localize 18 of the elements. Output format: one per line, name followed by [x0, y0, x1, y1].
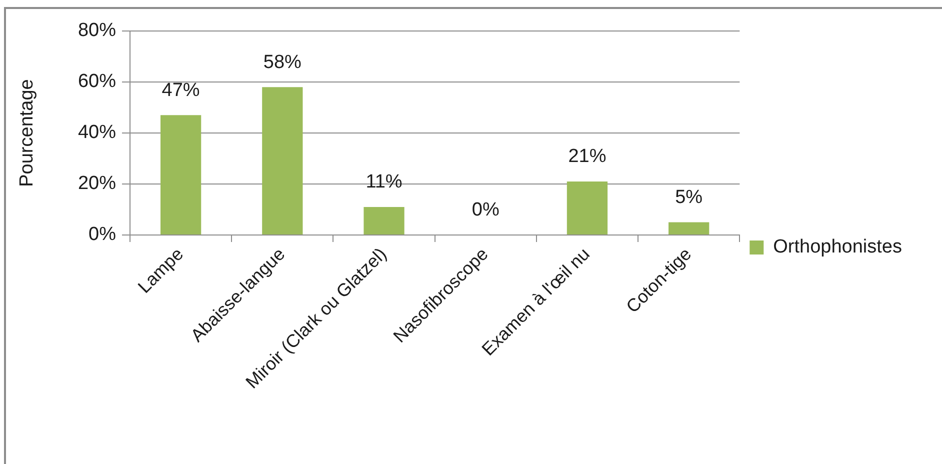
bar — [160, 115, 202, 234]
data-label: 5% — [675, 186, 703, 208]
y-tick-label: 20% — [78, 173, 116, 194]
y-axis-title: Pourcentage — [16, 79, 38, 187]
bar — [364, 206, 404, 234]
data-label: 47% — [162, 80, 200, 101]
bar — [566, 181, 608, 234]
data-label: 21% — [568, 146, 606, 168]
data-label: 0% — [472, 200, 500, 221]
data-label: 58% — [263, 52, 302, 73]
data-label: 11% — [366, 172, 402, 193]
bar — [668, 222, 710, 234]
y-tick-label: 60% — [78, 71, 116, 92]
y-tick-label: 40% — [78, 122, 116, 144]
y-tick-label: 0% — [88, 224, 116, 246]
legend-label: Orthophonistes — [773, 236, 902, 258]
bar — [262, 87, 303, 234]
y-tick-label: 80% — [78, 20, 116, 42]
